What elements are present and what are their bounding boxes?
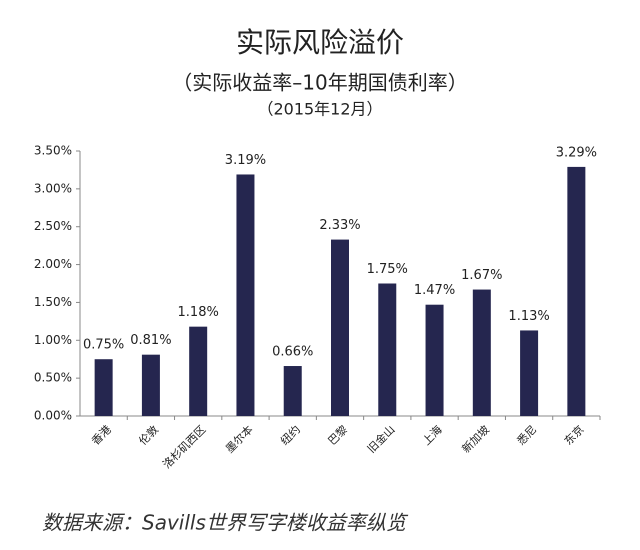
x-tick-label: 旧金山: [364, 422, 397, 455]
chart-title: 实际风险溢价: [236, 26, 404, 59]
y-tick-label: 1.50%: [34, 295, 72, 309]
x-tick-label: 巴黎: [325, 422, 350, 447]
bar: [283, 366, 302, 416]
y-tick-label: 2.00%: [34, 257, 72, 271]
x-tick-label: 洛杉矶西区: [160, 422, 209, 471]
bar: [472, 289, 491, 416]
y-tick-label: 0.00%: [34, 409, 72, 423]
date-note: （2015年12月）: [257, 100, 382, 119]
bar: [520, 330, 539, 416]
value-label: 1.67%: [461, 268, 502, 283]
x-tick-label: 上海: [419, 422, 444, 447]
x-tick-label: 新加坡: [459, 422, 492, 455]
bar: [425, 304, 444, 416]
bar: [567, 166, 586, 416]
value-label: 3.19%: [225, 153, 266, 168]
chart-subtitle: （实际收益率–10年期国债利率）: [172, 71, 467, 95]
x-tick-label: 香港: [89, 423, 114, 448]
bar: [378, 283, 397, 416]
y-tick-label: 1.00%: [34, 333, 72, 347]
value-label: 1.18%: [178, 305, 219, 320]
bar: [189, 326, 208, 416]
bar: [331, 239, 349, 416]
value-label: 0.81%: [130, 333, 171, 348]
x-tick-label: 墨尔本: [222, 422, 255, 455]
value-label: 0.66%: [272, 345, 313, 360]
bar: [94, 359, 113, 416]
bar: [236, 174, 255, 416]
value-label: 3.29%: [556, 145, 597, 160]
value-label: 0.75%: [83, 338, 124, 353]
source-note: 数据来源：Savills世界写字楼收益率纵览: [42, 511, 409, 535]
value-label: 1.47%: [414, 283, 455, 298]
x-tick-label: 东京: [561, 422, 586, 447]
bar: [141, 354, 160, 416]
y-tick-label: 3.50%: [34, 144, 72, 158]
x-tick-label: 伦敦: [136, 422, 161, 447]
value-label: 1.13%: [508, 309, 549, 324]
y-tick-label: 0.50%: [34, 371, 72, 385]
value-label: 1.75%: [367, 262, 408, 277]
x-tick-label: 悉尼: [515, 423, 540, 448]
y-tick-label: 3.00%: [34, 181, 72, 195]
value-label: 2.33%: [319, 218, 360, 233]
y-tick-label: 2.50%: [34, 219, 72, 233]
x-tick-label: 纽约: [278, 422, 303, 447]
